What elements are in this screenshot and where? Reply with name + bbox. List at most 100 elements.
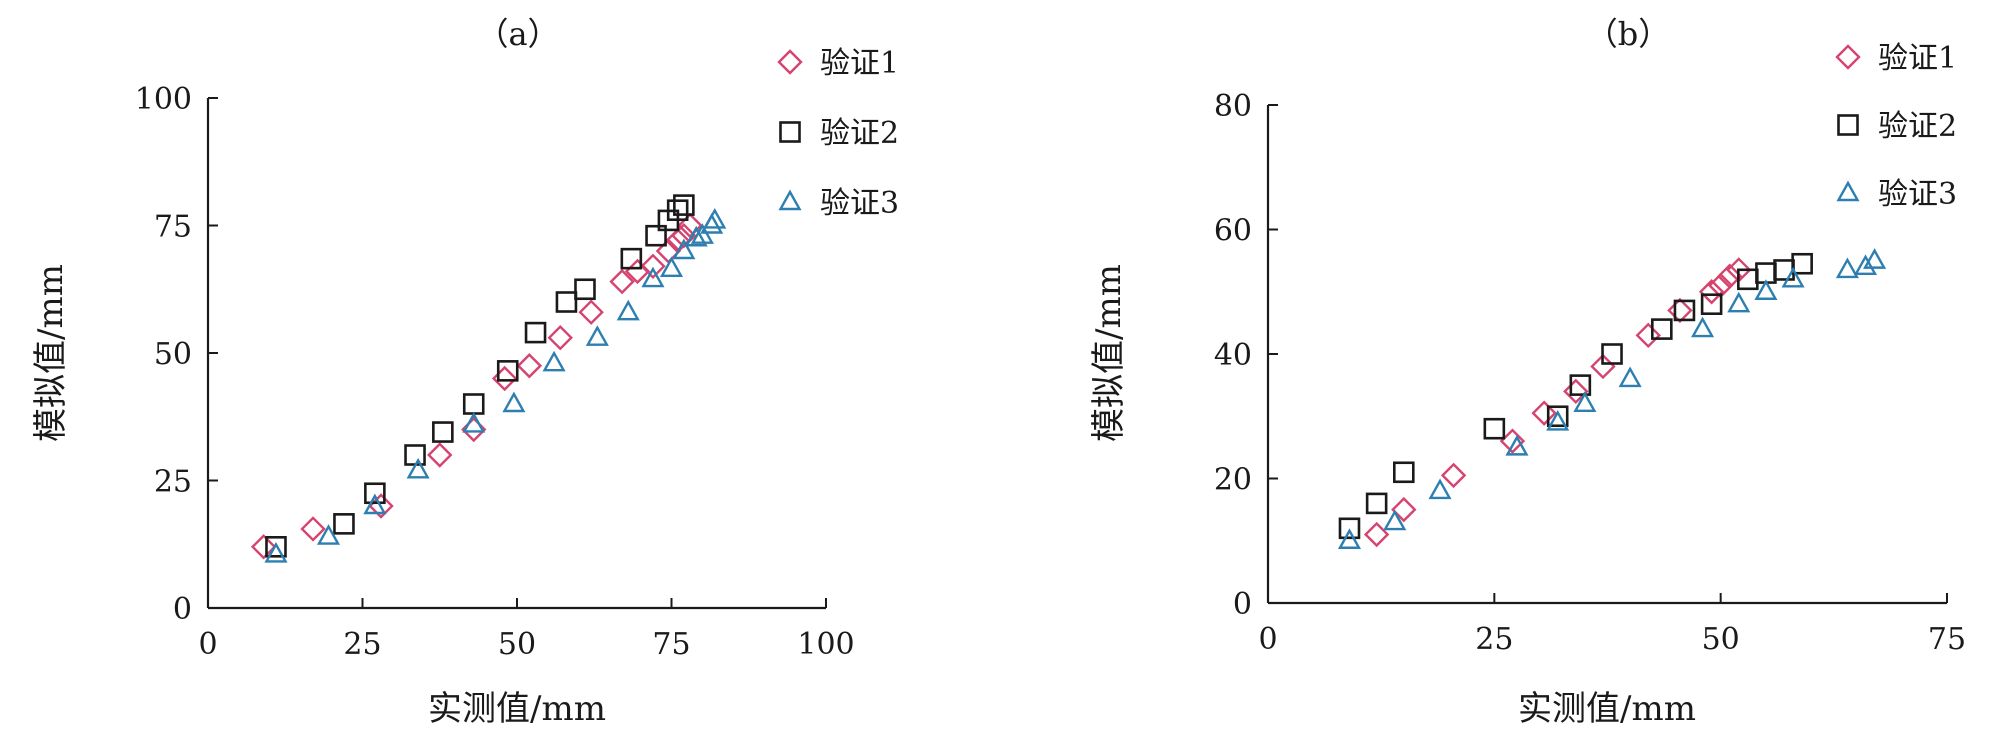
x-tick-label: 25 xyxy=(1475,622,1513,657)
data-point xyxy=(1673,299,1696,322)
data-point xyxy=(516,353,543,379)
data-point xyxy=(1546,405,1569,428)
data-point xyxy=(1365,492,1388,515)
y-tick-label: 40 xyxy=(1214,338,1252,373)
data-point xyxy=(645,224,667,247)
data-point xyxy=(406,457,430,479)
legend-label: 验证3 xyxy=(820,186,899,221)
y-tick-label: 0 xyxy=(173,592,192,627)
data-point xyxy=(620,247,643,270)
data-point xyxy=(1853,254,1878,276)
data-point xyxy=(264,541,288,563)
y-tick-label: 50 xyxy=(154,337,192,372)
data-point xyxy=(250,534,277,560)
data-point xyxy=(1863,248,1887,269)
data-point xyxy=(427,442,453,468)
data-point xyxy=(404,444,426,466)
data-point xyxy=(585,325,609,346)
data-point xyxy=(1393,461,1415,484)
legend-label: 验证2 xyxy=(1878,109,1957,144)
legend-marker xyxy=(1836,180,1860,202)
data-point xyxy=(1338,517,1361,540)
data-point xyxy=(432,421,454,443)
data-point xyxy=(547,325,573,351)
data-point xyxy=(542,350,566,372)
data-point xyxy=(1363,521,1390,548)
series-2 xyxy=(265,194,695,558)
x-axis-title: 实测值/mm xyxy=(1518,689,1696,729)
data-point xyxy=(1698,279,1725,305)
data-point xyxy=(1601,343,1623,365)
panel-label: （b） xyxy=(1586,15,1671,53)
x-tick-label: 75 xyxy=(1928,622,1966,657)
legend-label: 验证1 xyxy=(1878,41,1957,76)
data-point xyxy=(1754,279,1778,300)
series-3 xyxy=(1337,248,1887,549)
y-tick-label: 80 xyxy=(1214,89,1252,124)
data-point xyxy=(1635,322,1661,349)
y-axis-title: 模拟值/mm xyxy=(31,264,71,442)
x-tick-label: 50 xyxy=(498,627,536,662)
data-point xyxy=(1563,378,1589,405)
data-point xyxy=(1428,478,1452,500)
chart-panel-b: 0 25 50 75 0 20 40 60 80 实测值/mm 模拟值/mm （b） 验证1 验证2 验证3 xyxy=(1089,15,1966,729)
legend-marker xyxy=(778,189,802,211)
data-point xyxy=(684,225,708,247)
data-point xyxy=(1440,462,1467,489)
y-tick-label: 100 xyxy=(135,82,192,117)
data-point xyxy=(609,268,635,295)
y-tick-label: 20 xyxy=(1214,463,1252,498)
x-tick-label: 0 xyxy=(198,627,217,662)
data-point xyxy=(363,493,387,515)
data-point xyxy=(677,212,703,239)
chart-panel-a: 0 25 50 75 1000255075100实测值/mm模拟值/mm（a）验证1验证… xyxy=(31,15,899,729)
data-point xyxy=(1383,509,1407,531)
y-tick-label: 60 xyxy=(1214,214,1252,249)
data-point xyxy=(1505,434,1529,456)
legend: 验证1 验证2 验证3 xyxy=(777,46,899,221)
legend-marker xyxy=(1835,44,1861,70)
data-point xyxy=(555,291,578,313)
data-point xyxy=(1773,259,1795,281)
x-tick-label: 100 xyxy=(797,627,854,662)
legend-label: 验证1 xyxy=(820,46,899,81)
y-tick-label: 75 xyxy=(154,210,192,245)
panel-label: （a） xyxy=(476,15,559,53)
data-point xyxy=(672,238,696,260)
data-point xyxy=(524,321,547,344)
x-tick-label: 0 xyxy=(1258,622,1277,657)
legend: 验证1 验证2 验证3 xyxy=(1835,41,1957,212)
data-point xyxy=(1700,293,1723,316)
legend-marker xyxy=(779,121,801,143)
data-point xyxy=(578,299,604,325)
data-point xyxy=(265,535,287,558)
data-point xyxy=(703,207,727,229)
data-point xyxy=(671,223,697,249)
data-point xyxy=(300,516,326,542)
y-tick-label: 25 xyxy=(154,465,192,500)
data-point xyxy=(1691,316,1715,338)
data-point xyxy=(1391,496,1417,523)
data-point xyxy=(1573,391,1597,412)
data-point xyxy=(574,278,596,301)
data-point xyxy=(462,393,485,415)
data-point xyxy=(659,256,684,278)
x-tick-label: 25 xyxy=(343,627,381,662)
data-point xyxy=(1337,528,1362,549)
data-point xyxy=(666,199,689,221)
data-point xyxy=(1667,297,1693,324)
data-point xyxy=(1546,410,1570,431)
data-point xyxy=(1791,252,1813,275)
data-point xyxy=(616,299,640,321)
data-point xyxy=(1835,257,1859,279)
legend-label: 验证3 xyxy=(1878,177,1957,212)
data-point xyxy=(641,266,665,288)
data-point xyxy=(502,391,526,413)
data-point xyxy=(1483,417,1506,440)
y-axis-title: 模拟值/mm xyxy=(1089,264,1129,442)
data-point xyxy=(364,482,386,505)
legend-marker xyxy=(777,49,803,75)
data-point xyxy=(1727,291,1751,313)
series-2 xyxy=(1338,252,1813,540)
